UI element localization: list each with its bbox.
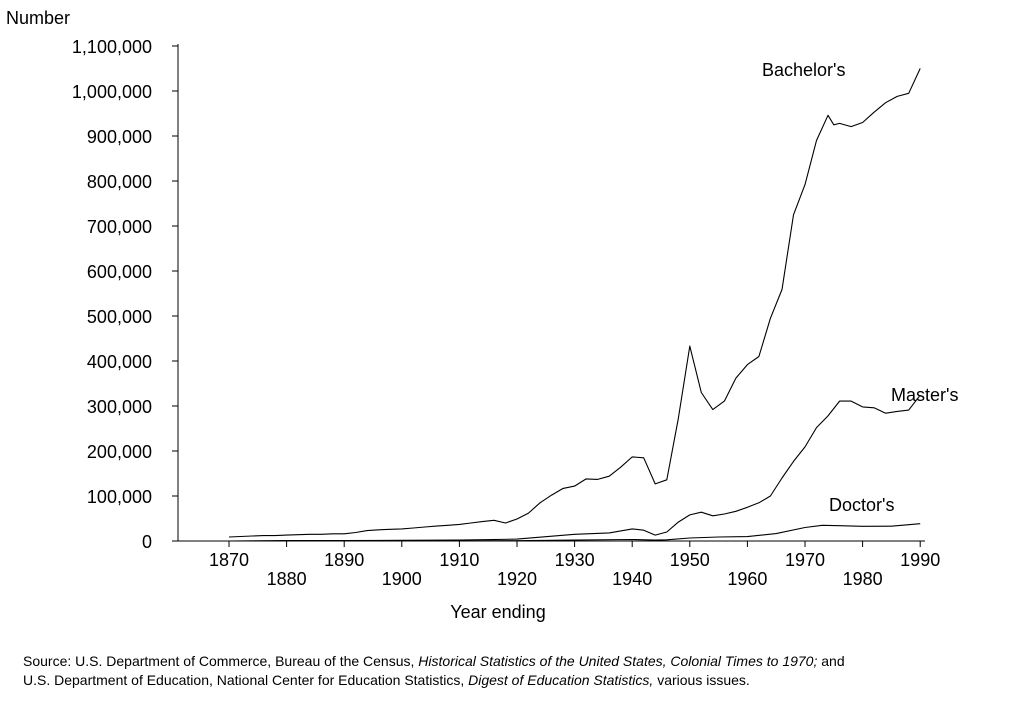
x-tick-label: 1970 [785, 550, 825, 570]
y-tick-label: 900,000 [87, 127, 152, 147]
source-line-2: U.S. Department of Education, National C… [23, 671, 1013, 690]
source-title-1: Historical Statistics of the United Stat… [418, 653, 818, 669]
x-tick-label: 1890 [324, 550, 364, 570]
y-tick-label: 700,000 [87, 217, 152, 237]
x-tick-label: 1980 [843, 569, 883, 589]
y-tick-label: 200,000 [87, 442, 152, 462]
source-title-2: Digest of Education Statistics, [468, 672, 654, 688]
series-line-masters [228, 394, 921, 542]
series-lines [228, 68, 921, 542]
x-tick-label: 1940 [612, 569, 652, 589]
y-axis-label: Number [6, 8, 70, 28]
x-tick-label: 1910 [439, 550, 479, 570]
y-tick-label: 800,000 [87, 172, 152, 192]
y-tick-label: 600,000 [87, 262, 152, 282]
x-tick-label: 1870 [209, 550, 249, 570]
series-line-bachelors [228, 68, 921, 538]
source-note: Source: U.S. Department of Commerce, Bur… [23, 652, 1013, 690]
degrees-line-chart: Number 0 100,000 200,000 300,000 400,000 500,… [6, 8, 958, 622]
y-tick-label: 1,000,000 [72, 82, 152, 102]
x-tick-label: 1950 [670, 550, 710, 570]
y-axis-ticks: 0 100,000 200,000 300,000 400,000 500,000 600,… [72, 37, 178, 552]
x-tick-label: 1900 [382, 569, 422, 589]
x-tick-label: 1880 [267, 569, 307, 589]
y-tick-label: 0 [142, 532, 152, 552]
series-label-doctors: Doctor's [829, 495, 894, 515]
x-tick-label: 1960 [727, 569, 767, 589]
series-label-masters: Master's [891, 385, 958, 405]
y-tick-label: 500,000 [87, 307, 152, 327]
x-tick-label: 1920 [497, 569, 537, 589]
y-tick-label: 1,100,000 [72, 37, 152, 57]
y-tick-label: 100,000 [87, 487, 152, 507]
x-axis-ticks: 1870 1890 1910 1930 1950 1970 1990 1880 1900 1920… [209, 541, 940, 589]
series-label-bachelors: Bachelor's [762, 60, 845, 80]
series-labels: Bachelor's Master's Doctor's [762, 60, 958, 515]
source-tail: various issues. [653, 672, 750, 688]
source-line2-lead: U.S. Department of Education, National C… [23, 672, 469, 688]
source-line-1: Source: U.S. Department of Commerce, Bur… [23, 652, 1013, 671]
source-lead: Source: U.S. Department of Commerce, Bur… [23, 653, 419, 669]
source-mid: and [817, 653, 845, 669]
series-line-doctors [229, 523, 921, 542]
y-tick-label: 400,000 [87, 352, 152, 372]
x-tick-label: 1930 [555, 550, 595, 570]
y-tick-label: 300,000 [87, 397, 152, 417]
x-tick-label: 1990 [900, 550, 940, 570]
x-axis-label: Year ending [450, 602, 545, 622]
